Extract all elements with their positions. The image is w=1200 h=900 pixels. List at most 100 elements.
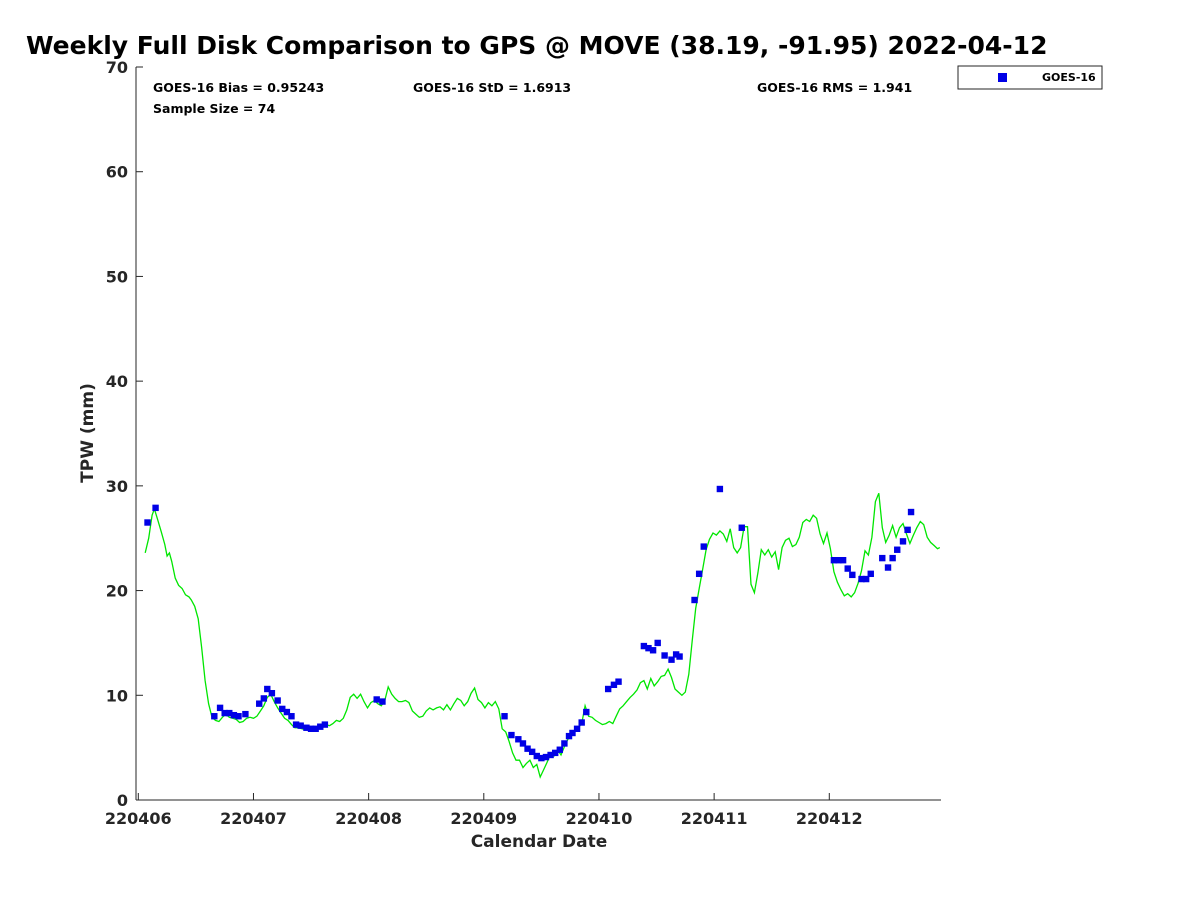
goes16-point (862, 575, 870, 583)
goes16-point (373, 696, 380, 703)
goes16-point (312, 725, 319, 732)
y-axis-label: TPW (mm) (78, 383, 98, 483)
goes16-point (288, 713, 295, 720)
stat-std: GOES-16 StD = 1.6913 (413, 80, 571, 95)
goes16-point (256, 700, 263, 707)
goes16-point (321, 721, 329, 728)
goes16-point (533, 752, 540, 760)
goes16-point (645, 644, 652, 652)
goes16-point (242, 710, 249, 718)
goes16-point (303, 724, 310, 731)
goes16-point (668, 656, 675, 663)
goes16-point (152, 504, 159, 512)
goes16-point (274, 697, 281, 704)
x-tick-label: 220407 (220, 809, 287, 828)
goes16-point (867, 570, 874, 578)
goes16-point (573, 725, 581, 732)
goes16-point (538, 754, 545, 762)
goes16-point (556, 746, 564, 753)
goes16-point (830, 557, 838, 564)
stat-sample-size: Sample Size = 74 (153, 101, 275, 116)
goes16-point (583, 708, 590, 716)
goes16-point (268, 689, 276, 697)
y-tick-label: 30 (106, 477, 128, 496)
goes16-point (640, 642, 648, 650)
goes16-point (835, 557, 842, 564)
goes16-point (317, 723, 324, 730)
goes16-point (610, 681, 618, 689)
series-markers-group (144, 485, 915, 762)
goes16-point (279, 705, 286, 713)
goes16-point (899, 538, 907, 545)
goes16-point (551, 749, 559, 757)
goes16-point (569, 729, 576, 737)
goes16-point (858, 575, 865, 583)
goes16-point (211, 713, 218, 720)
goes16-point (907, 508, 915, 516)
y-tick-label: 40 (106, 372, 128, 391)
goes16-point (844, 565, 851, 572)
goes16-point (144, 519, 151, 526)
goes16-point (879, 554, 886, 562)
goes16-point (738, 524, 745, 531)
y-tick-label: 60 (106, 163, 128, 182)
goes16-point (849, 571, 856, 579)
goes16-point (884, 564, 892, 571)
stat-rms: GOES-16 RMS = 1.941 (757, 80, 912, 95)
goes16-point (216, 704, 224, 712)
goes16-point (561, 740, 568, 747)
plot-area (135, 67, 941, 801)
x-tick-label: 220408 (335, 809, 402, 828)
goes16-point (839, 557, 847, 564)
x-axis-label: Calendar Date (471, 832, 608, 852)
x-tick-label: 220409 (450, 809, 517, 828)
x-tick-label: 220406 (105, 809, 172, 828)
goes16-point (654, 639, 661, 647)
goes16-point (904, 526, 911, 534)
y-tick-label: 10 (106, 686, 128, 705)
goes16-point (379, 698, 386, 705)
goes16-point (519, 740, 527, 747)
goes16-point (672, 651, 680, 658)
goes16-point (615, 678, 622, 685)
x-tick-label: 220412 (796, 809, 863, 828)
goes16-point (565, 732, 573, 740)
y-tick-label: 70 (106, 58, 128, 77)
goes16-point (515, 736, 522, 743)
series-line-group (144, 492, 941, 779)
goes16-point (283, 708, 291, 716)
y-tick-label: 20 (106, 582, 128, 601)
goes16-point (889, 554, 896, 562)
goes16-point (695, 570, 703, 578)
goes16-point (649, 647, 657, 654)
goes16-point (604, 685, 612, 693)
goes16-point (230, 711, 238, 719)
goes16-point (700, 543, 707, 550)
x-ticks: 220406 220407 220408 220409 220410 220411 2204… (105, 793, 863, 828)
goes16-point (716, 485, 724, 493)
legend-label-goes16: GOES-16 (1042, 71, 1096, 84)
goes16-point (524, 745, 531, 752)
goes16-point (292, 721, 300, 728)
goes16-point (260, 695, 268, 702)
goes16-point (894, 546, 901, 553)
legend-marker-goes16 (998, 73, 1007, 82)
goes16-point (547, 751, 554, 759)
legend-box (957, 65, 1103, 90)
goes16-point (578, 719, 585, 726)
legend: GOES-16 (957, 65, 1103, 90)
goes16-point (508, 731, 515, 739)
x-tick-label: 220410 (566, 809, 633, 828)
y-tick-label: 50 (106, 267, 128, 286)
goes16-point (226, 709, 233, 717)
goes16-point (264, 685, 271, 693)
y-tick-label: 0 (117, 791, 128, 810)
goes16-point (676, 653, 683, 660)
goes16-point (528, 748, 536, 756)
goes16-point (501, 713, 508, 720)
chart-title: Weekly Full Disk Comparison to GPS @ MOV… (26, 31, 1047, 60)
goes16-point (307, 725, 315, 732)
goes16-point (661, 652, 668, 659)
goes16-point (542, 753, 550, 761)
